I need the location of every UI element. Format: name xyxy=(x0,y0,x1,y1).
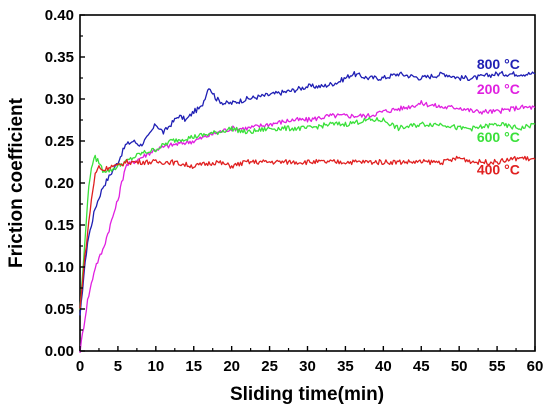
x-tick-label: 35 xyxy=(337,358,354,375)
axis-layer: 0 5 10 15 20 25 30 35 40 45 50 55 60 0.00 0.05 0.10 0.15… xyxy=(45,7,544,375)
series-layer xyxy=(79,70,536,353)
series-label: 800 °C xyxy=(477,56,520,72)
x-tick-label: 25 xyxy=(261,358,278,375)
x-tick-label: 20 xyxy=(223,358,240,375)
x-tick-label: 50 xyxy=(451,358,468,375)
y-tick-label: 0.25 xyxy=(45,133,74,150)
y-tick-label: 0.40 xyxy=(45,7,74,24)
x-tick-label: 30 xyxy=(299,358,316,375)
x-tick-label: 15 xyxy=(185,358,202,375)
y-tick-label: 0.10 xyxy=(45,259,74,276)
x-axis-title: Sliding time(min) xyxy=(230,384,384,405)
series-label-layer: 800 °C 200 °C 600 °C 400 °C xyxy=(477,56,520,178)
y-tick-label: 0.20 xyxy=(45,175,74,192)
y-tick-label: 0.15 xyxy=(45,217,74,234)
x-tick-label: 5 xyxy=(114,358,122,375)
series-line-2 xyxy=(79,116,536,310)
series-label: 200 °C xyxy=(477,81,520,97)
x-tick-label: 40 xyxy=(375,358,392,375)
series-line-3 xyxy=(79,155,536,309)
x-tick-label: 60 xyxy=(527,358,544,375)
y-axis-title: Friction coefficient xyxy=(6,97,27,268)
series-label: 400 °C xyxy=(477,162,520,178)
y-tick-label: 0.35 xyxy=(45,49,74,66)
y-tick-label: 0.05 xyxy=(45,301,74,318)
plot-area xyxy=(79,14,536,352)
x-tick-label: 10 xyxy=(147,358,164,375)
y-tick-label: 0.00 xyxy=(45,343,74,360)
y-tick-label: 0.30 xyxy=(45,91,74,108)
x-tick-label: 55 xyxy=(489,358,506,375)
x-tick-label: 0 xyxy=(76,358,84,375)
x-tick-label: 45 xyxy=(413,358,430,375)
series-line-0 xyxy=(79,70,536,316)
series-label: 600 °C xyxy=(477,129,520,145)
